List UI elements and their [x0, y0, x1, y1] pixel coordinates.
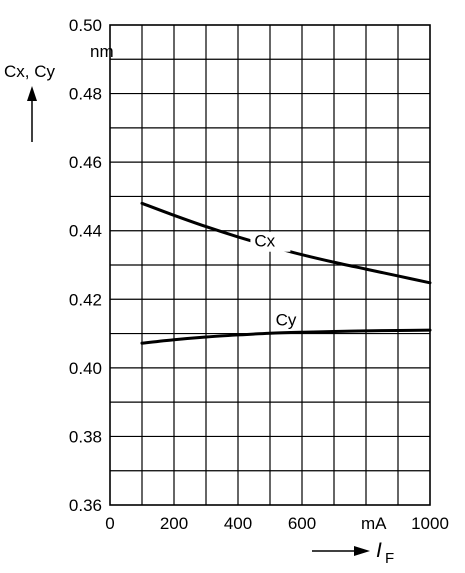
y-tick-label: 0.46	[69, 153, 102, 172]
y-tick-label: 0.38	[69, 427, 102, 446]
y-tick-label: 0.36	[69, 496, 102, 515]
y-axis-label: Cx, Cy	[4, 62, 56, 81]
series-label-cy: Cy	[276, 311, 297, 330]
x-tick-label: 200	[160, 514, 188, 533]
grid	[110, 25, 430, 505]
x-axis-label: I	[376, 539, 382, 562]
y-tick-label: 0.42	[69, 290, 102, 309]
x-unit: mA	[361, 514, 387, 533]
x-axis-arrow-icon	[312, 546, 370, 556]
x-axis-label-subscript: F	[385, 550, 394, 567]
x-tick-label: 400	[224, 514, 252, 533]
y-tick-label: 0.50	[69, 16, 102, 35]
series-curves: Cx Cy	[140, 201, 432, 345]
x-tick-label: 0	[105, 514, 114, 533]
x-tick-labels: 0 200 400 600 1000	[105, 514, 449, 533]
x-tick-label: 600	[288, 514, 316, 533]
y-tick-label: 0.44	[69, 222, 102, 241]
y-axis-arrow-icon	[27, 86, 37, 142]
series-label-background	[250, 231, 291, 252]
y-tick-labels: 0.36 0.38 0.40 0.42 0.44 0.46 0.48 0.50	[69, 16, 102, 515]
x-tick-label: 1000	[411, 514, 449, 533]
plot-frame	[109, 24, 431, 506]
y-tick-label: 0.48	[69, 85, 102, 104]
series-label-cx: Cx	[254, 232, 275, 251]
y-unit: nm	[90, 42, 114, 61]
series-line-cy	[140, 328, 432, 345]
y-tick-label: 0.40	[69, 359, 102, 378]
